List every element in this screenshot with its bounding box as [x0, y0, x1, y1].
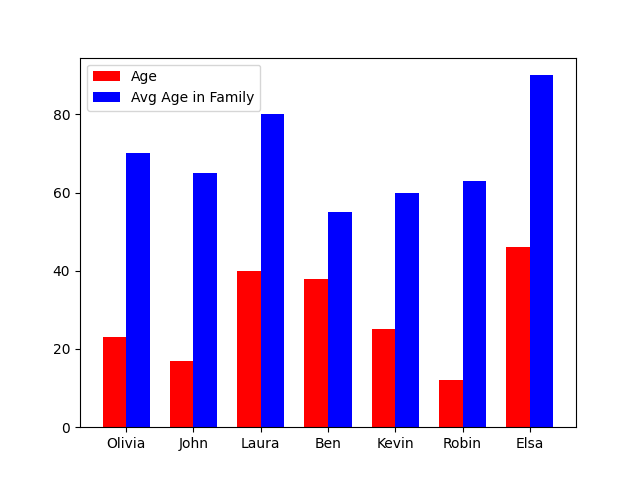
- Bar: [305, 278, 328, 427]
- Bar: [439, 380, 463, 427]
- Bar: [396, 192, 419, 427]
- Bar: [372, 329, 396, 427]
- Bar: [126, 154, 150, 427]
- Bar: [463, 181, 486, 427]
- Bar: [260, 114, 284, 427]
- Bar: [506, 247, 530, 427]
- Bar: [102, 337, 126, 427]
- Bar: [170, 360, 193, 427]
- Bar: [530, 75, 554, 427]
- Bar: [237, 271, 260, 427]
- Bar: [328, 212, 351, 427]
- Bar: [193, 173, 217, 427]
- Legend: Age, Avg Age in Family: Age, Avg Age in Family: [87, 64, 260, 110]
